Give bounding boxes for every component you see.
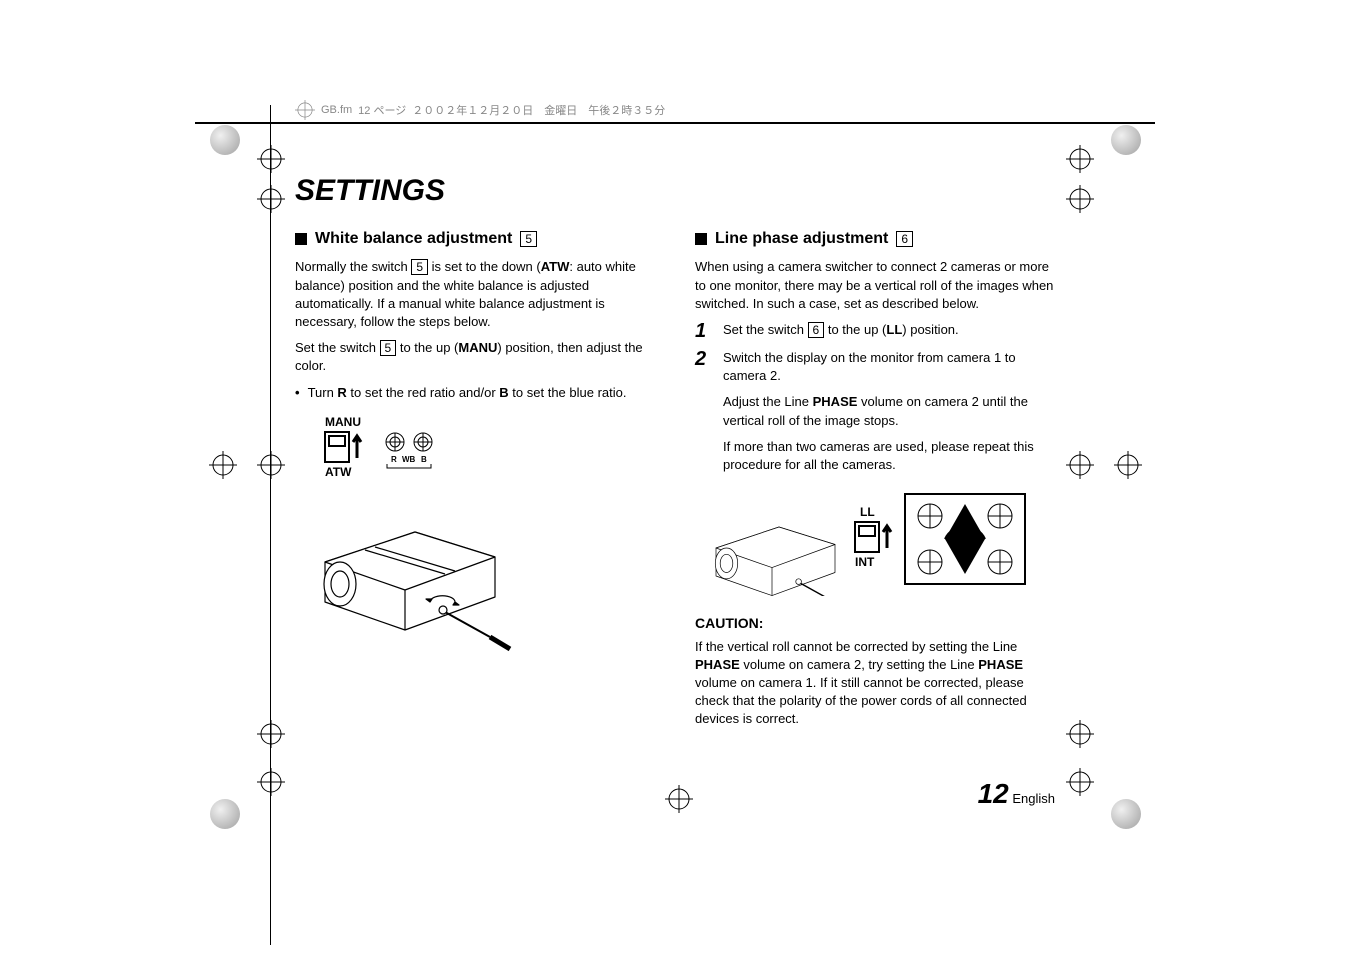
step-number: 2 — [695, 349, 713, 369]
step-number: 1 — [695, 321, 713, 341]
wb-heading-text: White balance adjustment — [315, 228, 512, 250]
lp-figure: LL INT — [695, 486, 1055, 596]
wb-paragraph-2: Set the switch 5 to the up (MANU) positi… — [295, 339, 655, 375]
bullet-square-icon — [295, 233, 307, 245]
page: GB.fm 12 ページ ２００２年１２月２０日 金曜日 午後２時３５分 SET… — [195, 100, 1155, 860]
bullet-square-icon — [695, 233, 707, 245]
wb-heading-ref: 5 — [520, 231, 537, 247]
lp-paragraph-1: When using a camera switcher to connect … — [695, 258, 1055, 313]
wb-bullet: • Turn R to set the red ratio and/or B t… — [295, 384, 655, 402]
content-columns: White balance adjustment 5 Normally the … — [195, 228, 1155, 737]
page-title: SETTINGS — [195, 174, 1155, 208]
bullet-dot-icon: • — [295, 384, 300, 402]
svg-text:WB: WB — [402, 455, 416, 464]
svg-text:R: R — [391, 455, 397, 464]
header-date: ２００２年１２月２０日 金曜日 午後２時３５分 — [412, 102, 665, 118]
step-2-sub1: Adjust the Line PHASE volume on camera 2… — [723, 393, 1055, 429]
svg-text:ATW: ATW — [325, 465, 352, 479]
camera-figure-left — [295, 502, 655, 652]
left-column: White balance adjustment 5 Normally the … — [295, 228, 655, 737]
svg-text:MANU: MANU — [325, 415, 361, 429]
wb-heading: White balance adjustment 5 — [295, 228, 655, 250]
imposition-header: GB.fm 12 ページ ２００２年１２月２０日 金曜日 午後２時３５分 — [195, 100, 1155, 124]
svg-text:INT: INT — [855, 555, 875, 569]
step-1-text: Set the switch 6 to the up (LL) position… — [723, 321, 959, 339]
page-footer: 12 English — [978, 778, 1055, 810]
right-column: Line phase adjustment 6 When using a cam… — [695, 228, 1055, 737]
step-2-sub2: If more than two cameras are used, pleas… — [723, 438, 1055, 474]
wb-switch-figure: MANU ATW — [295, 414, 655, 484]
page-number: 12 — [978, 778, 1009, 809]
step-2: 2 Switch the display on the monitor from… — [695, 349, 1055, 385]
page-lang: English — [1012, 791, 1055, 806]
header-file: GB.fm — [321, 104, 352, 116]
header-page: 12 ページ — [358, 102, 406, 118]
step-1: 1 Set the switch 6 to the up (LL) positi… — [695, 321, 1055, 341]
lp-heading-text: Line phase adjustment — [715, 228, 888, 250]
lp-heading-ref: 6 — [896, 231, 913, 247]
caution-text: If the vertical roll cannot be corrected… — [695, 638, 1055, 729]
caution-heading: CAUTION: — [695, 614, 1055, 634]
svg-text:B: B — [421, 455, 427, 464]
svg-text:LL: LL — [860, 505, 875, 519]
step-2-text: Switch the display on the monitor from c… — [723, 349, 1055, 385]
wb-bullet-text: Turn R to set the red ratio and/or B to … — [308, 384, 627, 402]
lp-heading: Line phase adjustment 6 — [695, 228, 1055, 250]
wb-paragraph-1: Normally the switch 5 is set to the down… — [295, 258, 655, 331]
